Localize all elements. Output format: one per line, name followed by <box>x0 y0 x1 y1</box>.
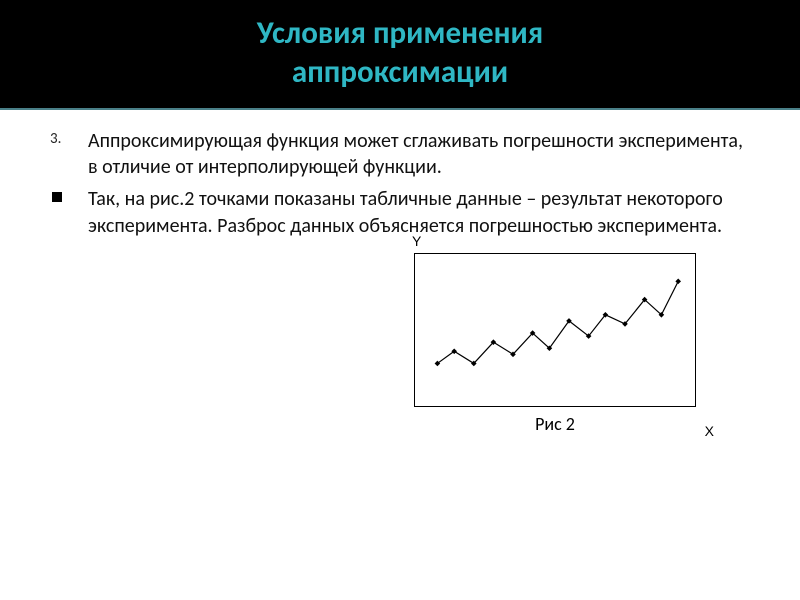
list-marker-square-icon <box>52 192 62 202</box>
title-line-2: аппроксимации <box>292 53 508 91</box>
scatter-chart <box>414 253 696 407</box>
list-item-text: Аппроксимирующая функция может сглаживат… <box>88 129 743 179</box>
list-item: 3. Аппроксимирующая функция может сглажи… <box>88 128 752 181</box>
x-axis-label: X <box>705 423 714 439</box>
title-line-1: Условия применения <box>257 14 543 52</box>
chart-container: Y X Рис 2 <box>88 253 752 435</box>
list-marker-number: 3. <box>50 130 61 150</box>
slide-title-banner: Условия применения аппроксимации <box>0 0 800 110</box>
chart-caption: Рис 2 <box>414 413 696 435</box>
list-item-text: Так, на рис.2 точками показаны табличные… <box>88 187 723 237</box>
y-axis-label: Y <box>412 233 421 249</box>
slide-body: 3. Аппроксимирующая функция может сглажи… <box>0 110 800 436</box>
slide-title: Условия применения аппроксимации <box>0 14 800 92</box>
list-item: Так, на рис.2 точками показаны табличные… <box>88 186 752 239</box>
